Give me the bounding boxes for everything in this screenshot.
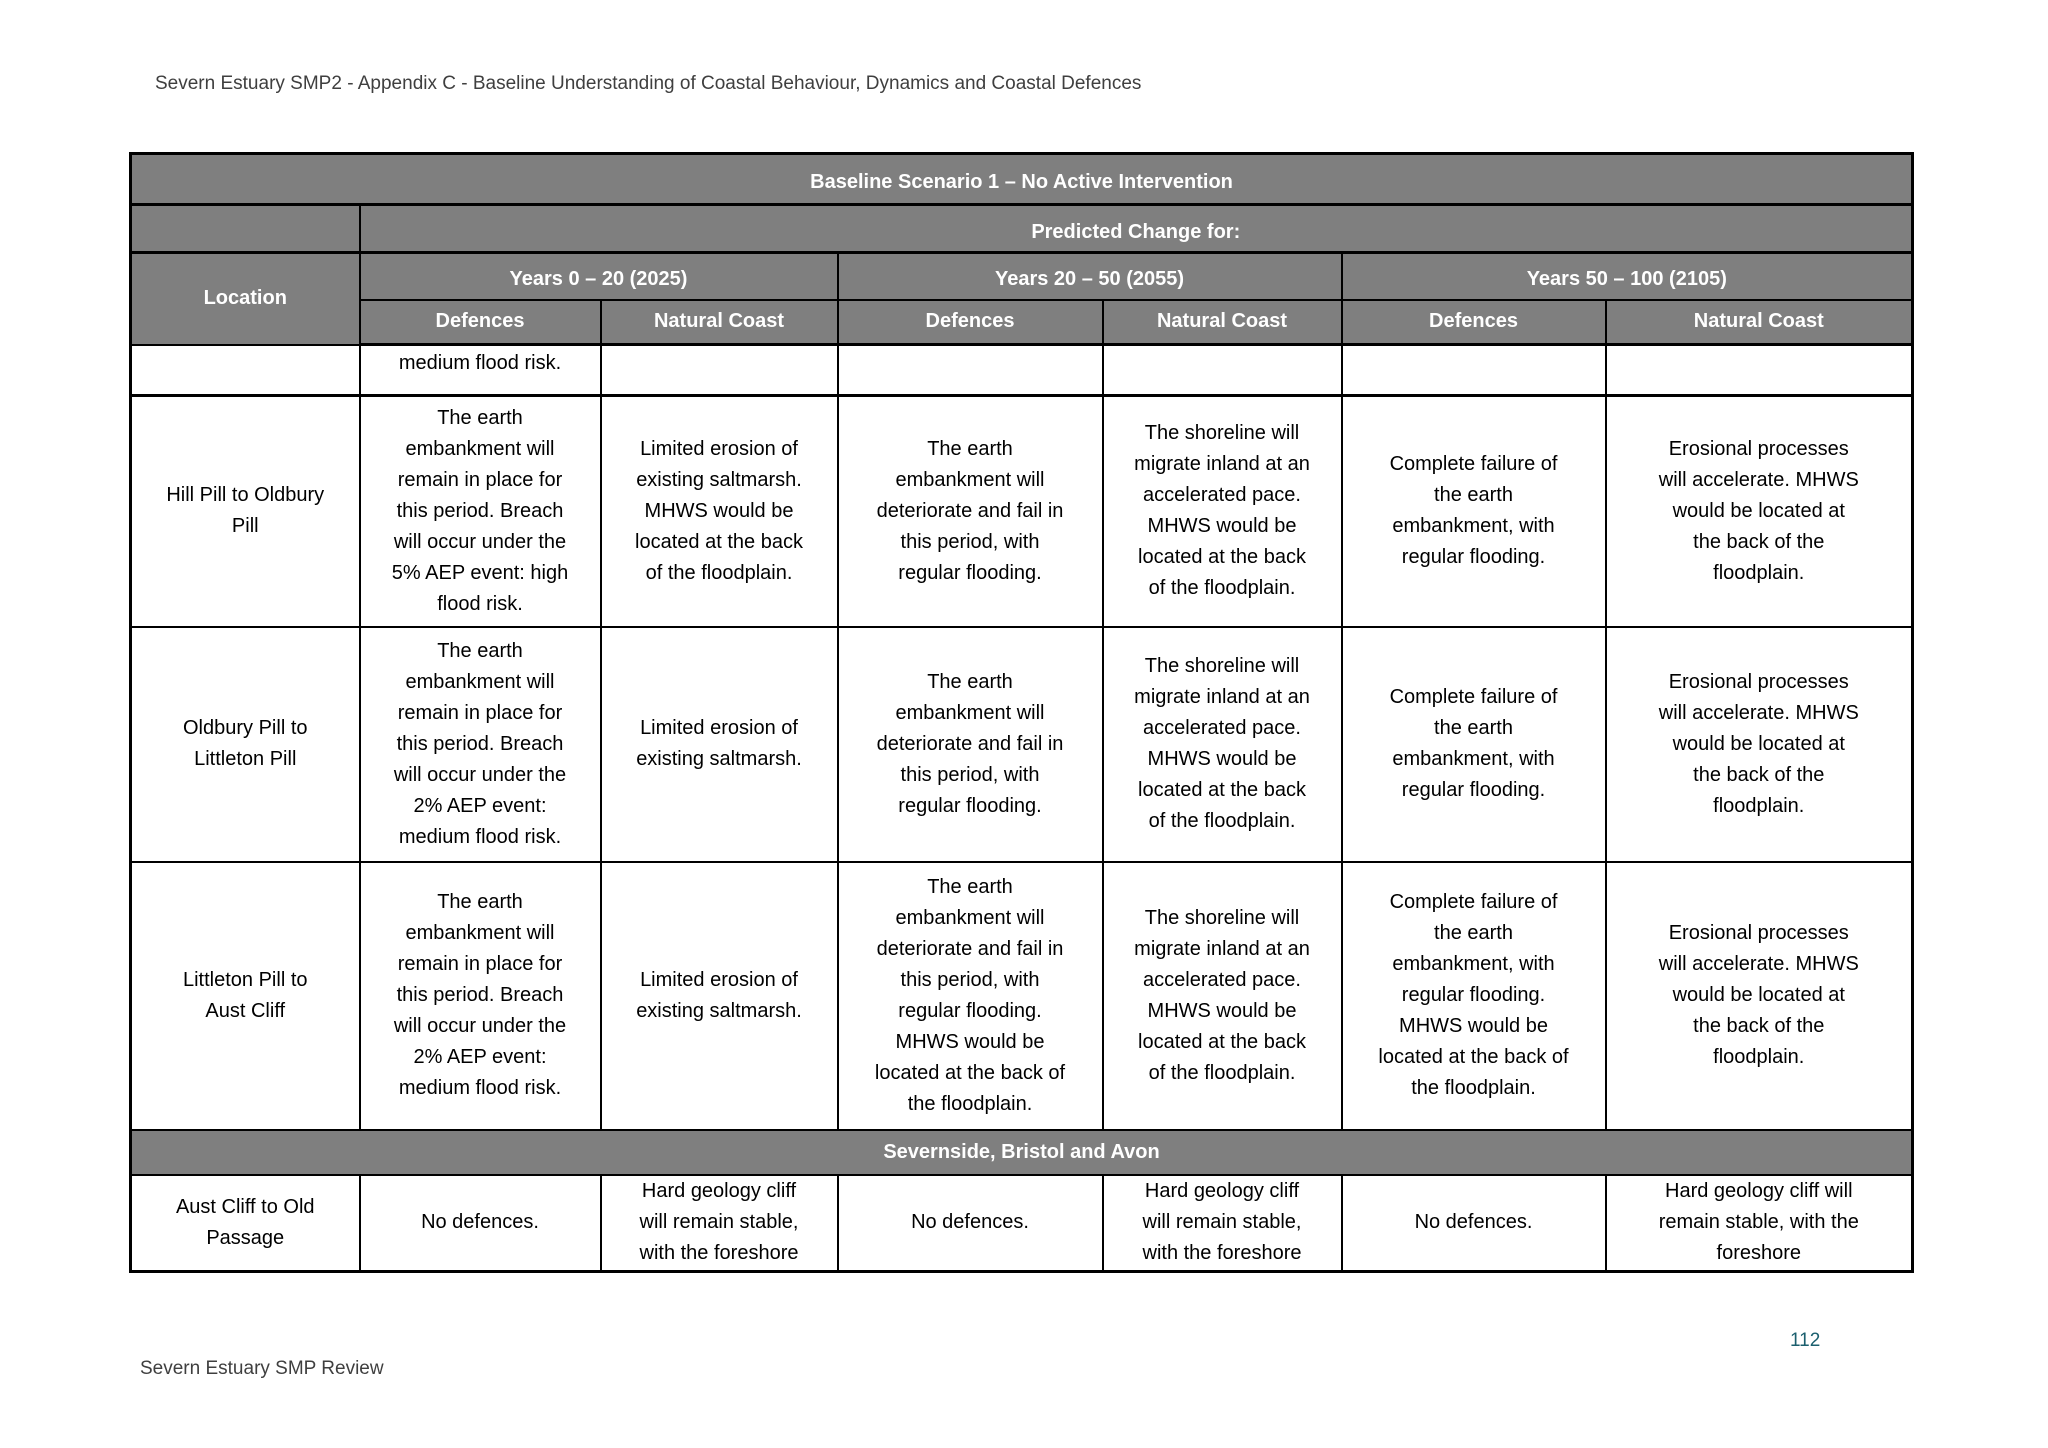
cell-defences-years-50-100: Complete failure of the earth embankment… <box>1340 625 1607 863</box>
baseline-scenario-table: Baseline Scenario 1 – No Active Interven… <box>129 152 1915 1273</box>
cell-natural-coast-years-0-20: Hard geology cliff will remain stable, w… <box>599 1173 839 1273</box>
cell-defences-years-50-100: No defences. <box>1340 1173 1607 1273</box>
cell-defences-years-50-100: Complete failure of the earth embankment… <box>1340 394 1607 628</box>
table-row-littleton-pill: Littleton Pill to Aust Cliff The earth e… <box>129 860 1914 1131</box>
cell-natural-coast-years-20-50: The shoreline will migrate inland at an … <box>1101 394 1343 628</box>
cell-defences-years-20-50 <box>836 343 1104 397</box>
cell-natural-coast-years-20-50: The shoreline will migrate inland at an … <box>1101 860 1343 1131</box>
location-cell: Aust Cliff to Old Passage <box>129 1173 361 1273</box>
cell-defences-years-50-100 <box>1340 343 1607 397</box>
document-footer-text: Severn Estuary SMP Review <box>140 1358 384 1379</box>
period-header-years-50-100: Years 50 – 100 (2105) <box>1340 251 1914 301</box>
location-cell: Oldbury Pill to Littleton Pill <box>129 625 361 863</box>
section-header-row: Severnside, Bristol and Avon <box>129 1128 1914 1176</box>
period-header-years-0-20: Years 0 – 20 (2025) <box>358 251 839 301</box>
predicted-change-row: Predicted Change for: <box>129 203 1914 254</box>
cell-natural-coast-years-20-50: Hard geology cliff will remain stable, w… <box>1101 1173 1343 1273</box>
location-cell: Hill Pill to Oldbury Pill <box>129 394 361 628</box>
period-header-years-20-50: Years 20 – 50 (2055) <box>836 251 1343 301</box>
location-cell <box>129 343 361 397</box>
predicted-change-header: Predicted Change for: <box>358 203 1914 254</box>
table-row-oldbury-pill: Oldbury Pill to Littleton Pill The earth… <box>129 625 1914 863</box>
table-row-hill-pill: Hill Pill to Oldbury Pill The earth emba… <box>129 394 1914 628</box>
section-header: Severnside, Bristol and Avon <box>129 1128 1914 1176</box>
cell-natural-coast-years-0-20 <box>599 343 839 397</box>
page-number: 112 <box>1790 1330 1821 1351</box>
defences-header: Defences <box>1340 298 1607 346</box>
table-row-aust-cliff: Aust Cliff to Old Passage No defences. H… <box>129 1173 1914 1273</box>
table-title-row: Baseline Scenario 1 – No Active Interven… <box>129 152 1914 206</box>
cell-defences-years-50-100: Complete failure of the earth embankment… <box>1340 860 1607 1131</box>
defences-header: Defences <box>836 298 1104 346</box>
cell-natural-coast-years-50-100: Erosional processes will accelerate. MHW… <box>1604 394 1914 628</box>
cell-defences-years-0-20: medium flood risk. <box>358 343 602 397</box>
cell-natural-coast-years-20-50 <box>1101 343 1343 397</box>
cell-natural-coast-years-50-100: Erosional processes will accelerate. MHW… <box>1604 860 1914 1131</box>
cell-natural-coast-years-50-100: Hard geology cliff will remain stable, w… <box>1604 1173 1914 1273</box>
cell-natural-coast-years-50-100 <box>1604 343 1914 397</box>
document-header-title: Severn Estuary SMP2 - Appendix C - Basel… <box>155 73 1142 94</box>
cell-natural-coast-years-0-20: Limited erosion of existing saltmarsh. M… <box>599 394 839 628</box>
natural-coast-header: Natural Coast <box>599 298 839 346</box>
defences-header: Defences <box>358 298 602 346</box>
location-header: Location <box>129 251 361 346</box>
period-header-row: Location Years 0 – 20 (2025) Years 20 – … <box>129 251 1914 346</box>
sub-header-row: Defences Natural Coast Defences Natural … <box>131 298 1914 346</box>
cell-defences-years-0-20: The earth embankment will remain in plac… <box>358 394 602 628</box>
natural-coast-header: Natural Coast <box>1604 298 1914 346</box>
cell-defences-years-20-50: The earth embankment will deteriorate an… <box>836 394 1104 628</box>
location-cell: Littleton Pill to Aust Cliff <box>129 860 361 1131</box>
empty-header-cell <box>129 203 361 254</box>
cell-natural-coast-years-0-20: Limited erosion of existing saltmarsh. <box>599 860 839 1131</box>
cell-natural-coast-years-0-20: Limited erosion of existing saltmarsh. <box>599 625 839 863</box>
cell-defences-years-0-20: No defences. <box>358 1173 602 1273</box>
table-title: Baseline Scenario 1 – No Active Interven… <box>129 152 1914 206</box>
cell-defences-years-20-50: The earth embankment will deteriorate an… <box>836 860 1104 1131</box>
cell-defences-years-20-50: The earth embankment will deteriorate an… <box>836 625 1104 863</box>
continuation-row: medium flood risk. <box>129 343 1914 397</box>
cell-defences-years-0-20: The earth embankment will remain in plac… <box>358 625 602 863</box>
cell-natural-coast-years-50-100: Erosional processes will accelerate. MHW… <box>1604 625 1914 863</box>
cell-natural-coast-years-20-50: The shoreline will migrate inland at an … <box>1101 625 1343 863</box>
cell-defences-years-20-50: No defences. <box>836 1173 1104 1273</box>
natural-coast-header: Natural Coast <box>1101 298 1343 346</box>
cell-defences-years-0-20: The earth embankment will remain in plac… <box>358 860 602 1131</box>
